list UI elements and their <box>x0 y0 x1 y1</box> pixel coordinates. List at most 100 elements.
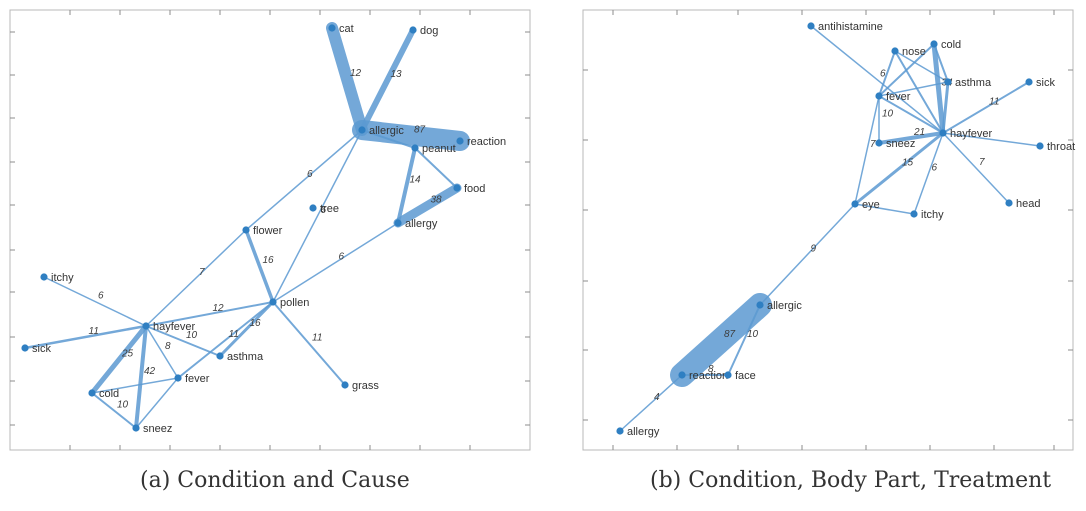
edge-flower-pollen <box>244 228 275 304</box>
edge-weight-label: 11 <box>312 333 322 344</box>
edge-weight-label: 10 <box>186 330 198 341</box>
node-asthma <box>216 352 224 360</box>
edge-pollen-asthma <box>218 300 275 358</box>
node-label-fever: fever <box>886 91 911 103</box>
edge-weight-label: 7 <box>870 139 876 150</box>
edge-hayfever-throat <box>942 132 1041 147</box>
edge-weight-label: 6 <box>321 205 327 216</box>
nodes-layer: antihistamine nose cold asthma sick fever hayf… <box>616 21 1075 438</box>
edge-weight-label: 6 <box>932 163 938 174</box>
node-label-eye: eye <box>862 199 880 211</box>
edge-flower-hayfever <box>145 229 247 327</box>
node-label-reaction: reaction <box>467 136 506 148</box>
node-itchy <box>40 273 48 281</box>
edge-cold-sneez <box>91 392 137 429</box>
node-allergy <box>394 219 402 227</box>
node-label-cold: cold <box>99 388 119 400</box>
node-label-allergy: allergy <box>627 426 660 438</box>
edge-eye-itchy <box>854 203 915 215</box>
node-label-asthma: asthma <box>955 77 992 89</box>
plot-frame <box>582 9 1074 451</box>
edge-asthma-hayfever <box>941 80 950 135</box>
node-pollen <box>269 298 277 306</box>
node-allergy <box>616 427 624 435</box>
edge-weight-label: 10 <box>747 329 759 340</box>
node-label-hayfever: hayfever <box>950 128 993 140</box>
edge-hayfever-sneez <box>134 324 148 430</box>
node-allergic <box>358 126 366 134</box>
edge-weight-label: 9 <box>811 244 817 255</box>
node-flower <box>242 226 250 234</box>
node-reaction <box>678 371 686 379</box>
node-nose <box>891 47 899 55</box>
node-label-tree: tree <box>320 203 339 215</box>
node-throat <box>1036 142 1044 150</box>
edge-weight-label: 7 <box>979 157 985 168</box>
node-cold <box>930 40 938 48</box>
edge-peanut-food <box>414 147 458 189</box>
edge-hayfever-sick <box>23 324 148 350</box>
edge-asthma-fever <box>878 81 949 97</box>
network-graph-b: 634111021715679871084antihistaminenoseco… <box>582 9 1075 451</box>
edge-weight-label: 16 <box>263 255 275 266</box>
graph-panel-condition-cause: 12 13 87 14 38 6 6 16 7 6 12 16 11 11 6 11 10 8 25 42 10 cat d… <box>0 0 540 460</box>
node-label-dog: dog <box>420 25 438 37</box>
node-hayfever <box>939 129 947 137</box>
edge-hayfever-itchy <box>913 132 944 215</box>
plot-frame <box>9 9 531 451</box>
edge-weight-label: 16 <box>250 318 262 329</box>
edge-hayfever-eye <box>853 131 945 206</box>
node-label-sick: sick <box>32 343 51 355</box>
node-label-sneez: sneez <box>143 423 172 435</box>
edge-antihistamine-hayfever <box>810 25 944 134</box>
node-label-sick: sick <box>1036 77 1055 89</box>
edge-cold-hayfever <box>931 41 946 136</box>
edge-weight-label: 11 <box>89 326 99 337</box>
edge-weight-label: 6 <box>339 252 345 263</box>
node-label-cold: cold <box>941 39 961 51</box>
node-label-sneez: sneez <box>886 138 915 150</box>
node-label-asthma: asthma <box>227 351 264 363</box>
edge-weight-label: 15 <box>902 158 914 169</box>
edge-weight-label: 10 <box>882 109 894 120</box>
edge-fever-sneez <box>135 377 179 429</box>
node-asthma <box>944 78 952 86</box>
edge-fever-hayfever <box>878 95 944 134</box>
edge-nose-fever <box>878 50 896 97</box>
network-graph-a: 12 13 87 14 38 6 6 16 7 6 12 16 11 11 6 11 10 8 25 42 10 cat d… <box>9 9 531 451</box>
edge-allergic-reaction <box>670 293 772 387</box>
node-label-grass: grass <box>352 380 379 392</box>
node-allergic <box>756 301 764 309</box>
edge-food-allergy <box>393 183 462 228</box>
caption-b: (b) Condition, Body Part, Treatment <box>650 468 1052 493</box>
edge-weight-label: 6 <box>880 69 886 80</box>
node-label-allergic: allergic <box>369 125 404 137</box>
edge-allergic-dog <box>359 27 416 133</box>
edge-allergic-pollen <box>272 129 363 303</box>
edge-cold-fever <box>91 377 179 394</box>
edge-weight-label: 87 <box>724 329 736 340</box>
edge-weight-label: 12 <box>350 68 362 79</box>
node-reaction <box>456 137 464 145</box>
edge-weight-label: 25 <box>121 349 134 360</box>
edge-pollen-hayfever <box>145 301 274 327</box>
node-hayfever <box>142 322 150 330</box>
node-fever <box>875 92 883 100</box>
edge-pollen-allergy <box>272 222 399 303</box>
node-food <box>453 184 461 192</box>
edge-allergic-reaction <box>352 120 470 151</box>
edge-weight-label: 8 <box>165 341 171 352</box>
edge-reaction-allergy <box>619 374 683 432</box>
node-label-fever: fever <box>185 373 210 385</box>
edge-allergic-face <box>727 304 761 376</box>
node-peanut <box>411 144 419 152</box>
node-sneez <box>875 139 883 147</box>
caption-a: (a) Condition and Cause <box>140 468 410 493</box>
edge-allergic-cat <box>326 22 368 136</box>
edge-cold-fever <box>878 43 935 97</box>
node-cold <box>88 389 96 397</box>
node-label-allergic: allergic <box>767 300 802 312</box>
node-grass <box>341 381 349 389</box>
node-itchy <box>910 210 918 218</box>
node-face <box>724 371 732 379</box>
